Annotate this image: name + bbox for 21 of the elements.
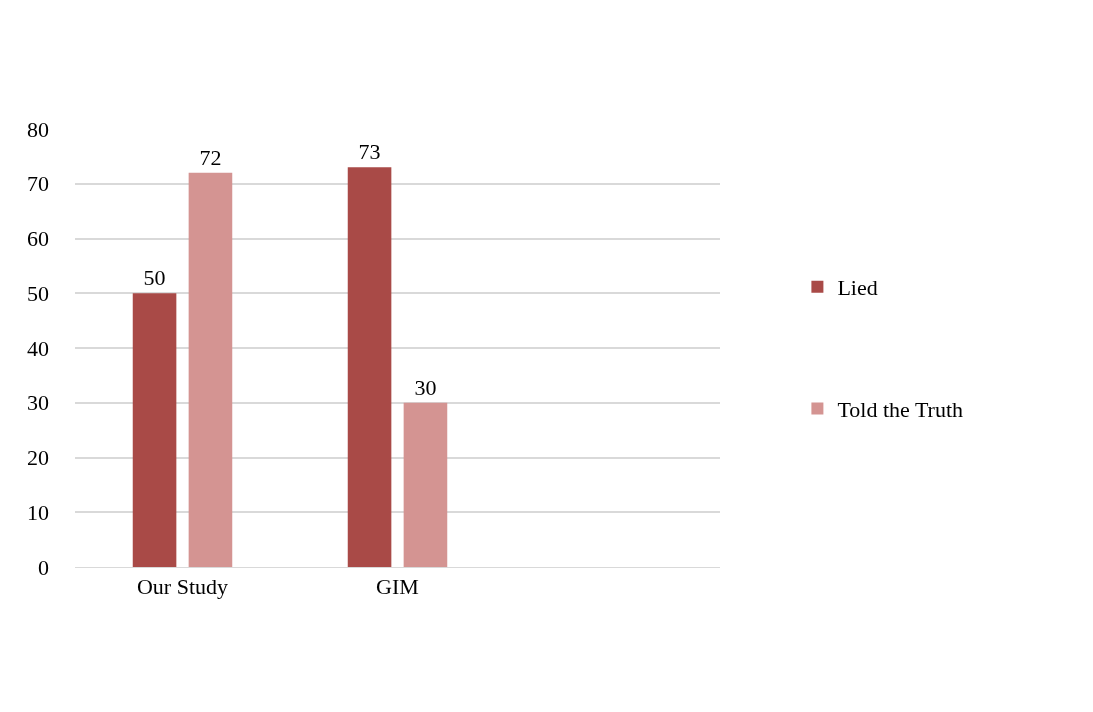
y-tick-label: 50 xyxy=(27,280,49,306)
x-tick-label: GIM xyxy=(376,574,419,600)
y-tick-label: 10 xyxy=(27,499,49,525)
legend-label: Told the Truth xyxy=(837,396,964,422)
data-label: 30 xyxy=(414,374,437,400)
data-label: 50 xyxy=(143,265,166,291)
y-tick-label: 20 xyxy=(27,445,49,471)
bar xyxy=(347,167,392,567)
y-tick-label: 40 xyxy=(27,335,49,361)
y-tick-label: 0 xyxy=(38,554,49,580)
y-tick-label: 60 xyxy=(27,226,49,252)
y-tick-label: 80 xyxy=(27,116,49,142)
legend-label: Lied xyxy=(837,275,878,301)
y-tick-label: 70 xyxy=(27,171,49,197)
data-label: 72 xyxy=(199,144,222,170)
data-label: 73 xyxy=(358,139,381,165)
bar xyxy=(188,172,233,567)
bar xyxy=(132,293,177,567)
bar xyxy=(403,402,448,567)
x-tick-label: Our Study xyxy=(136,574,229,600)
y-tick-label: 30 xyxy=(27,390,49,416)
